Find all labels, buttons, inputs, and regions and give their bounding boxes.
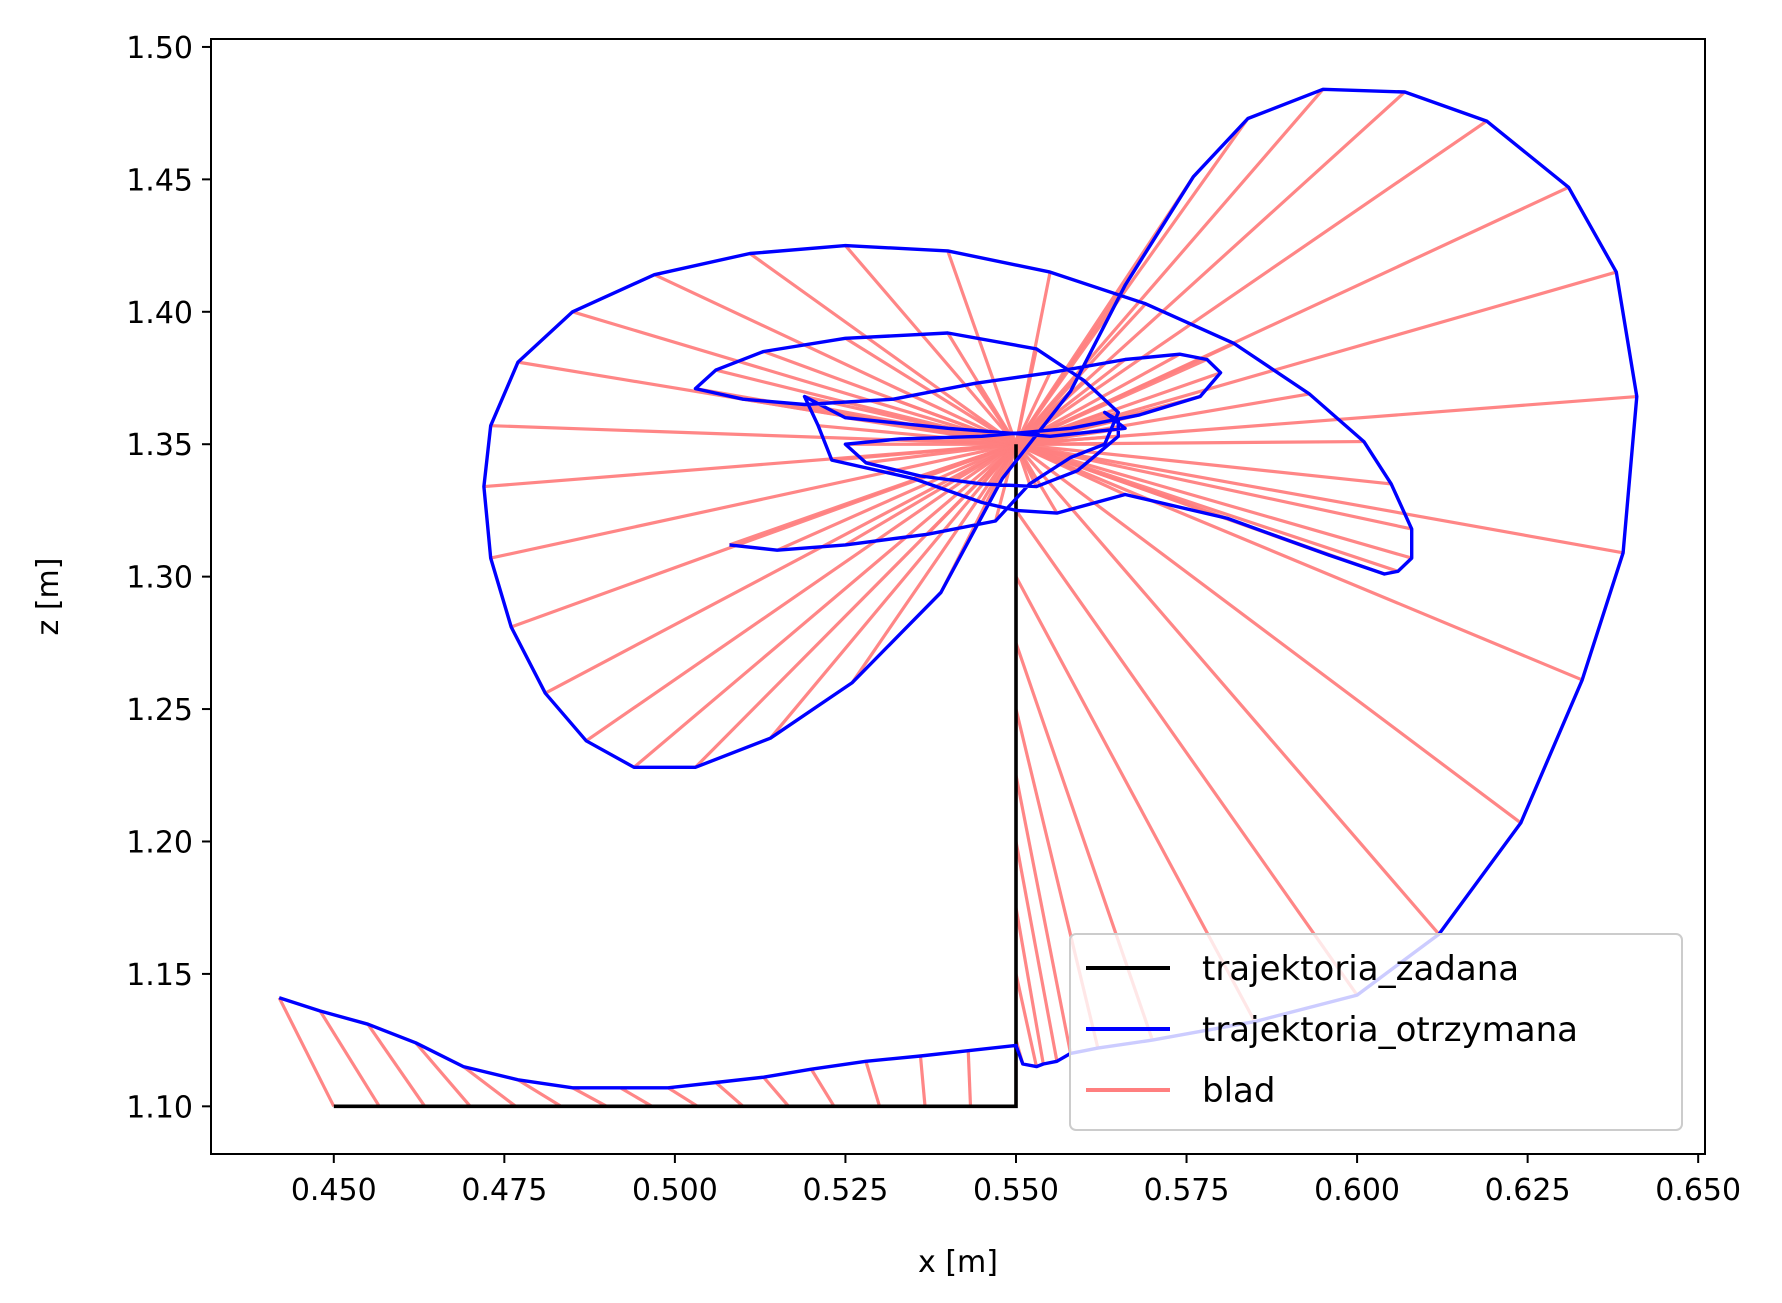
x-tick-label: 0.625 (1485, 1173, 1571, 1208)
error-line (366, 1023, 427, 1108)
error-line (1014, 841, 1059, 1062)
x-axis-ticks: 0.450 0.475 0.500 0.525 0.550 0.575 0.600 0.625… (291, 1154, 1741, 1208)
error-line (667, 1086, 699, 1108)
legend-label: blad (1202, 1071, 1275, 1111)
error-line (844, 442, 1017, 547)
error-line (1015, 442, 1522, 825)
error-line (714, 1081, 745, 1108)
error-line (1015, 442, 1583, 682)
error-line (946, 332, 1018, 446)
error-line (864, 1060, 882, 1107)
legend-label: trajektoria_otrzymana (1202, 1010, 1578, 1050)
error-line (517, 1078, 563, 1108)
series-line-trajektoria-otrzymana (278, 87, 1639, 1090)
error-line (585, 442, 1017, 743)
y-tick-label: 1.25 (126, 693, 193, 728)
error-line (1014, 509, 1359, 997)
error-line (462, 1065, 517, 1108)
plot-area (277, 87, 1639, 1109)
error-line (769, 443, 1018, 740)
error-line (277, 997, 336, 1108)
error-line (1015, 442, 1071, 460)
x-tick-label: 0.550 (973, 1173, 1059, 1208)
error-line (1014, 284, 1127, 446)
error-line (918, 1055, 927, 1107)
error-line (1014, 443, 1032, 485)
error-line (1015, 442, 1624, 555)
x-tick-label: 0.575 (1144, 1173, 1230, 1208)
error-line (571, 1086, 608, 1108)
error-line (1015, 270, 1617, 446)
error-line (728, 442, 1017, 547)
error-line (748, 252, 1017, 446)
error-line (1014, 348, 1039, 445)
y-tick-label: 1.30 (126, 561, 193, 596)
error-line (1014, 774, 1073, 1054)
error-line (1015, 442, 1228, 520)
error-line (695, 387, 1017, 446)
y-tick-label: 1.15 (126, 958, 193, 993)
y-tick-label: 1.45 (126, 163, 193, 198)
error-line (572, 310, 1017, 446)
error-line (1014, 88, 1325, 446)
error-line (993, 443, 1018, 522)
x-tick-label: 0.600 (1314, 1173, 1400, 1208)
y-axis-label: z [m] (31, 558, 66, 636)
error-line (1014, 973, 1039, 1067)
y-tick-label: 1.20 (126, 825, 193, 860)
x-tick-label: 0.525 (802, 1173, 888, 1208)
y-tick-label: 1.50 (126, 31, 193, 66)
error-line (980, 443, 1018, 504)
legend-label: trajektoria_zadana (1202, 949, 1519, 989)
error-line (715, 368, 1017, 446)
error-line (762, 1076, 790, 1108)
legend-box (1069, 933, 1683, 1131)
error-line (490, 442, 1017, 560)
error-line (318, 1010, 381, 1108)
x-axis-label: x [m] (918, 1245, 998, 1280)
error-line (1014, 907, 1045, 1065)
error-line (926, 443, 1018, 536)
series-line-trajektoria-zadana (333, 444, 1018, 1109)
x-tick-label: 0.450 (291, 1173, 377, 1208)
error-line (653, 273, 1017, 446)
x-tick-label: 0.650 (1655, 1173, 1741, 1208)
error-line (1014, 443, 1441, 936)
legend: trajektoria_zadana trajektoria_otrzymanab… (1069, 933, 1683, 1131)
error-line (619, 1086, 653, 1108)
error-line (865, 442, 1017, 465)
error-line (414, 1041, 472, 1108)
y-axis-ticks: 1.10 1.15 1.20 1.25 1.30 1.35 1.40 1.45 1.50 (126, 31, 211, 1125)
y-tick-label: 1.10 (126, 1090, 193, 1125)
error-line (1015, 442, 1392, 486)
error-line (966, 1050, 973, 1107)
error-line (1015, 442, 1412, 531)
x-tick-label: 0.500 (632, 1173, 718, 1208)
error-line (632, 442, 1018, 769)
y-tick-label: 1.35 (126, 428, 193, 463)
error-line (776, 442, 1017, 552)
error-line (1015, 442, 1413, 560)
axes-frame (210, 38, 1706, 1155)
error-line (809, 1068, 836, 1108)
x-tick-label: 0.475 (461, 1173, 547, 1208)
y-tick-label: 1.40 (126, 296, 193, 331)
error-line (544, 442, 1017, 695)
error-line (946, 250, 1018, 445)
error-line (844, 244, 1018, 446)
